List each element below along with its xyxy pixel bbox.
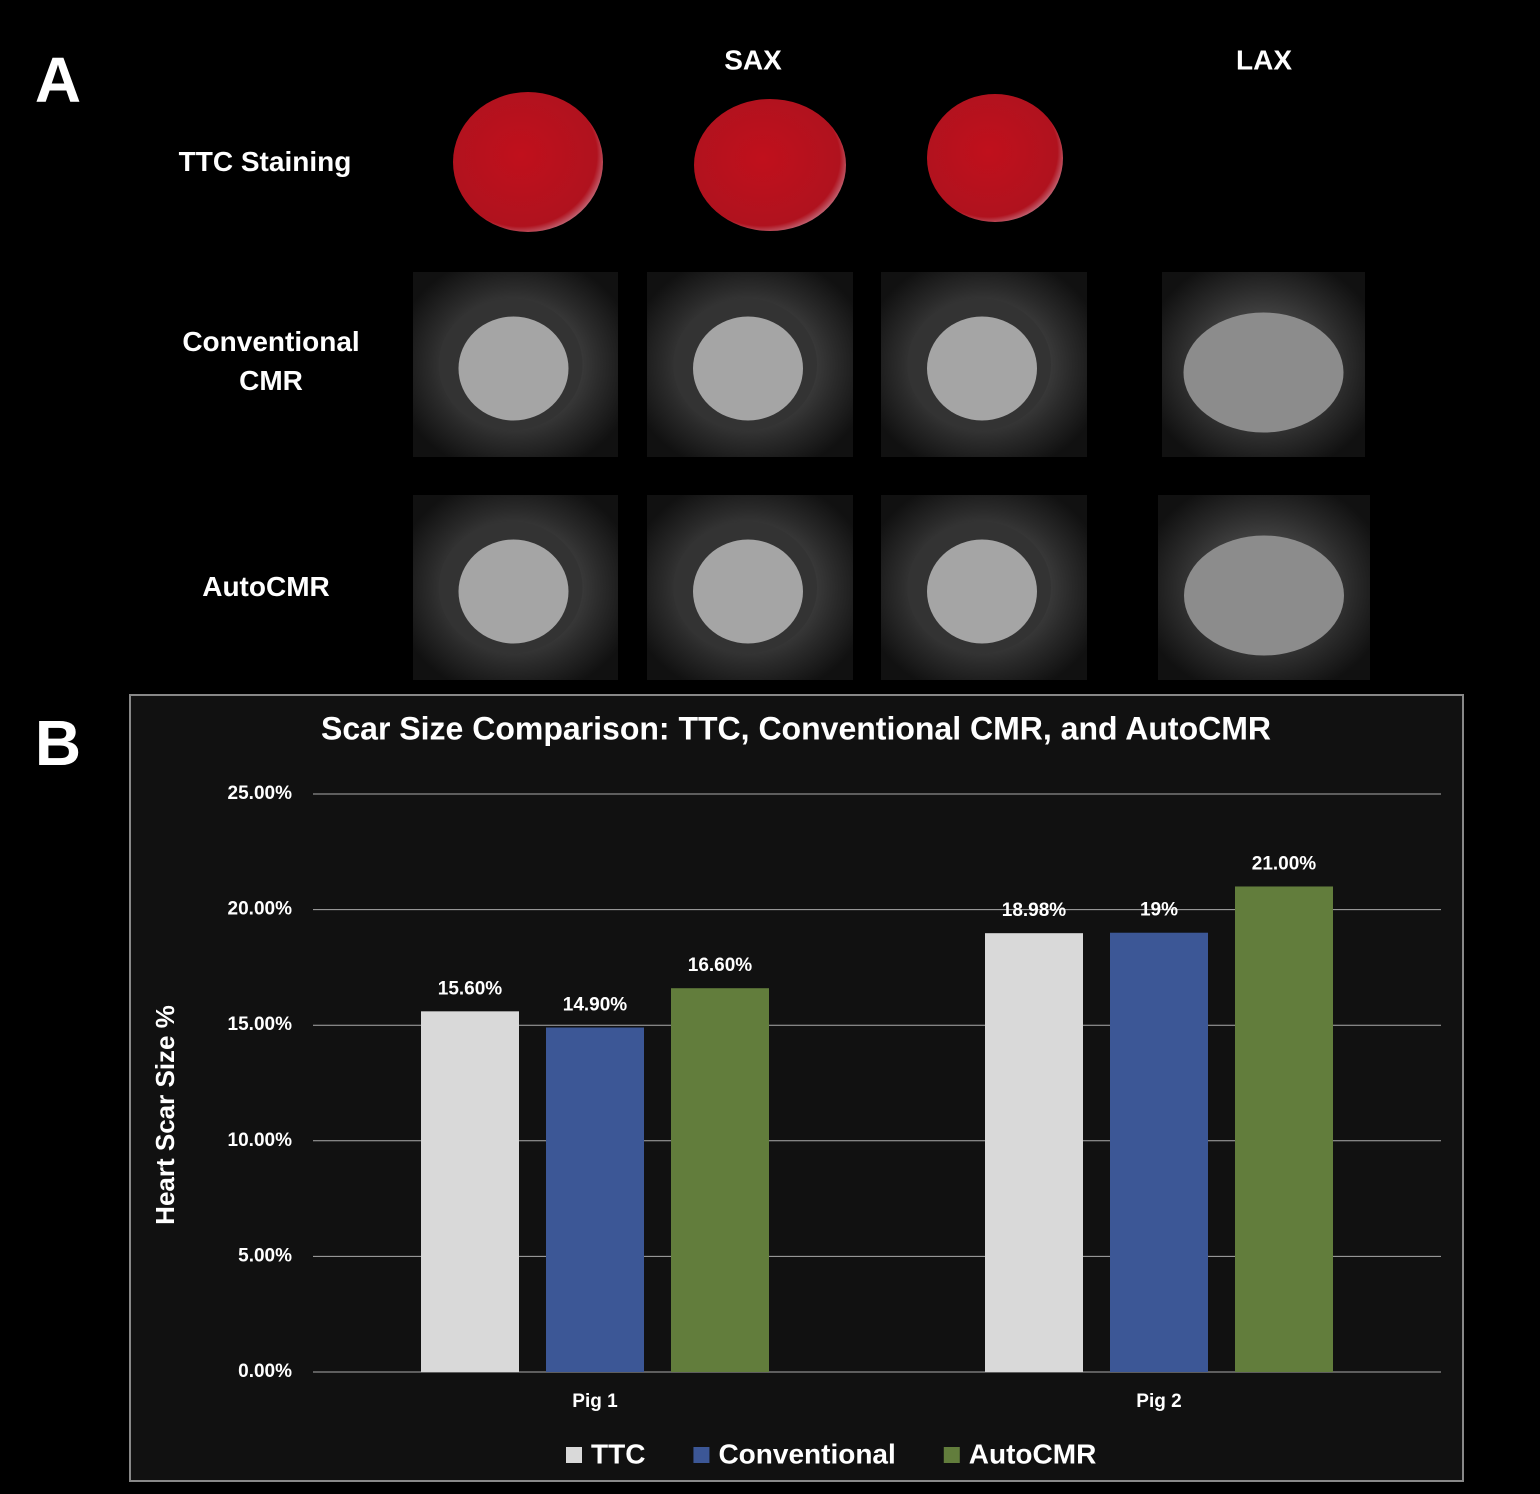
ventricle [458, 539, 569, 644]
y-tick-label: 20.00% [228, 899, 293, 920]
bar [546, 1027, 644, 1372]
column-header: SAX [724, 44, 782, 75]
bar [1110, 932, 1208, 1372]
row-label: Conventional CMR [182, 326, 360, 396]
y-tick-label: 5.00% [238, 1245, 292, 1266]
y-tick-label: 0.00% [238, 1361, 292, 1382]
row-label: TTC Staining [178, 146, 352, 177]
legend-label: AutoCMR [969, 1438, 1097, 1469]
ttc-slice [927, 94, 1063, 222]
bar [421, 1011, 519, 1372]
y-tick-label: 15.00% [228, 1014, 293, 1035]
ventricle [927, 316, 1037, 421]
panel-label: A [35, 44, 81, 116]
data-label: 15.60% [438, 978, 503, 999]
bar [671, 988, 769, 1372]
data-label: 19% [1140, 900, 1178, 921]
ventricle [1183, 312, 1344, 433]
ventricle [693, 316, 803, 421]
x-tick-label: Pig 1 [572, 1391, 618, 1412]
y-tick-label: 10.00% [228, 1130, 293, 1151]
legend-label: TTC [591, 1438, 645, 1469]
mri-images [413, 272, 1370, 680]
legend-swatch [943, 1447, 960, 1463]
legend-swatch [566, 1447, 582, 1463]
ttc-images [453, 92, 1063, 232]
row-label: AutoCMR [202, 571, 330, 602]
ventricle [458, 316, 569, 421]
y-axis-title: Heart Scar Size % [150, 1005, 180, 1225]
ttc-slice [453, 92, 603, 232]
data-label: 18.98% [1002, 900, 1067, 921]
panel-label: B [35, 707, 81, 779]
data-label: 21.00% [1252, 853, 1317, 874]
data-label: 16.60% [688, 955, 753, 976]
ventricle [693, 539, 803, 644]
ventricle [1184, 535, 1344, 656]
y-tick-label: 25.00% [228, 783, 293, 804]
legend-swatch [693, 1447, 710, 1463]
column-header: LAX [1236, 44, 1292, 75]
ttc-slice [694, 99, 846, 231]
bar [1235, 886, 1333, 1372]
chart-title: Scar Size Comparison: TTC, Conventional … [321, 710, 1271, 746]
x-tick-label: Pig 2 [1136, 1391, 1181, 1412]
data-label: 14.90% [563, 995, 628, 1016]
bar [985, 933, 1083, 1372]
ventricle [927, 539, 1037, 644]
legend-label: Conventional [718, 1438, 895, 1469]
